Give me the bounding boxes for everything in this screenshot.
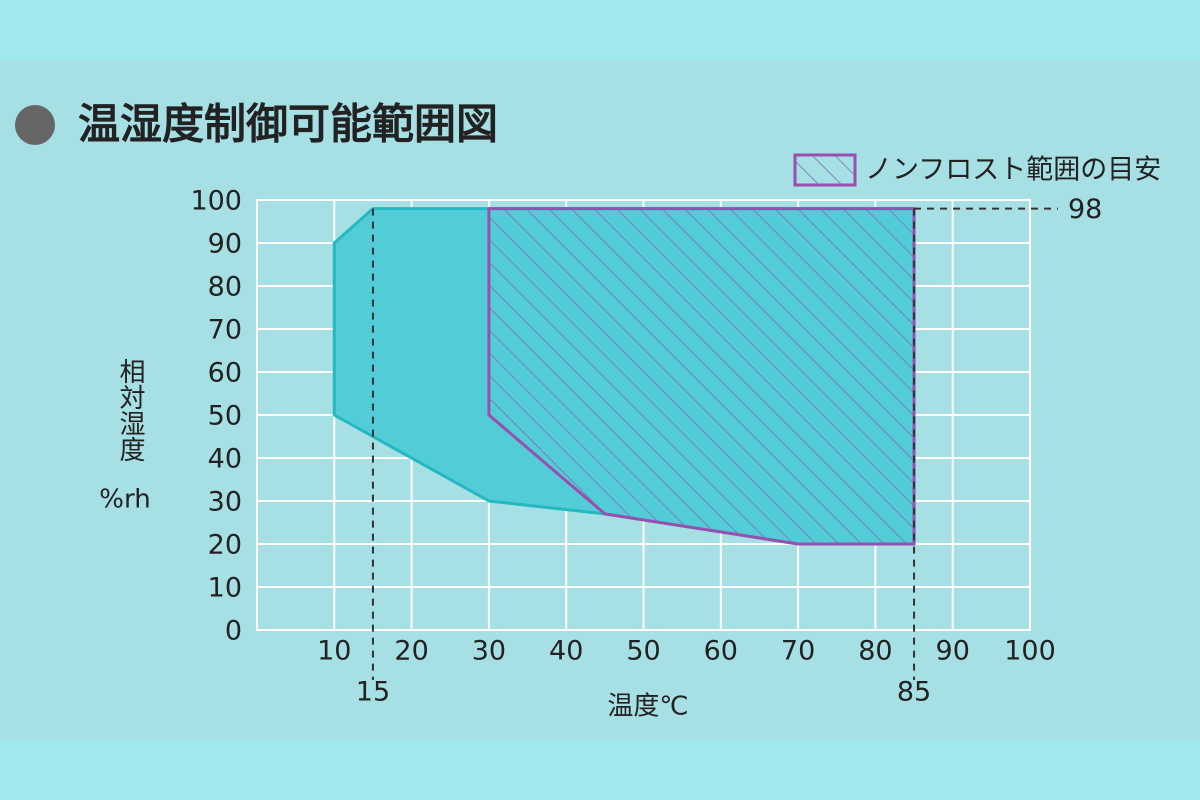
y-tick-label: 70: [208, 315, 242, 346]
y-axis-unit: %rh: [99, 485, 150, 515]
y-tick-label: 30: [208, 487, 242, 518]
x-tick-label: 10: [317, 636, 351, 667]
y-tick-label: 0: [225, 616, 242, 647]
x-tick-label: 70: [781, 636, 815, 667]
x-tick-label: 50: [626, 636, 660, 667]
legend-swatch: [793, 153, 857, 187]
x-tick-label: 80: [858, 636, 892, 667]
x-tick-label: 40: [549, 636, 583, 667]
y-tick-label: 80: [208, 272, 242, 303]
x-tick-label: 90: [936, 636, 970, 667]
x-marker-label: 15: [356, 677, 390, 708]
y-tick-label: 10: [208, 573, 242, 604]
y-tick-label: 20: [208, 530, 242, 561]
y-tick-label: 100: [190, 186, 242, 217]
x-tick-label: 20: [394, 636, 428, 667]
title-bullet: [15, 105, 55, 145]
y-tick-label: 40: [208, 444, 242, 475]
y-axis-label: 相対湿度: [115, 358, 145, 462]
y-tick-label: 60: [208, 358, 242, 389]
legend-label: ノンフロスト範囲の目安: [865, 155, 1161, 186]
x-axis-label: 温度℃: [607, 692, 688, 722]
x-tick-label: 60: [704, 636, 738, 667]
x-tick-label: 100: [1004, 636, 1056, 667]
y-tick-label: 50: [208, 401, 242, 432]
y-marker-label: 98: [1068, 194, 1102, 225]
x-marker-label: 85: [897, 677, 931, 708]
x-tick-label: 30: [472, 636, 506, 667]
y-tick-label: 90: [208, 229, 242, 260]
chart-title: 温湿度制御可能範囲図: [78, 100, 498, 149]
